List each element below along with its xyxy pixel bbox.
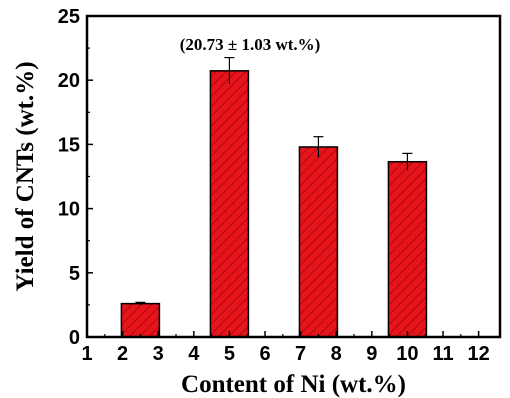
x-tick-label: 9	[366, 343, 377, 365]
bar	[298, 146, 339, 338]
bar-group	[120, 70, 428, 338]
x-tick-label: 6	[259, 343, 270, 365]
x-tick-label: 5	[224, 343, 235, 365]
bar	[120, 302, 161, 338]
x-tick-label: 1	[81, 343, 92, 365]
bar	[209, 70, 250, 338]
y-tick-label: 0	[69, 327, 80, 349]
bar	[387, 160, 428, 338]
error-bar-group	[135, 57, 413, 305]
y-tick-label: 20	[58, 70, 80, 92]
x-tick-label: 2	[117, 343, 128, 365]
x-tick-label: 3	[153, 343, 164, 365]
y-tick-label: 15	[58, 134, 80, 156]
y-axis-title: Yield of CNTs (wt.%)	[12, 61, 39, 291]
x-tick-label: 4	[188, 343, 200, 365]
x-tick-label: 12	[468, 343, 490, 365]
y-tick-label: 5	[69, 263, 80, 285]
x-tick-label: 8	[331, 343, 342, 365]
y-tick-label: 25	[58, 6, 80, 28]
x-tick-label: 7	[295, 343, 306, 365]
y-tick-label: 10	[58, 199, 80, 221]
annotation-label: (20.73 ± 1.03 wt.%)	[180, 35, 321, 54]
x-tick-label: 10	[396, 343, 418, 365]
x-axis-title: Content of Ni (wt.%)	[181, 371, 406, 398]
plot-frame	[85, 14, 502, 339]
tick-group	[86, 15, 480, 338]
x-tick-label: 11	[432, 343, 453, 365]
